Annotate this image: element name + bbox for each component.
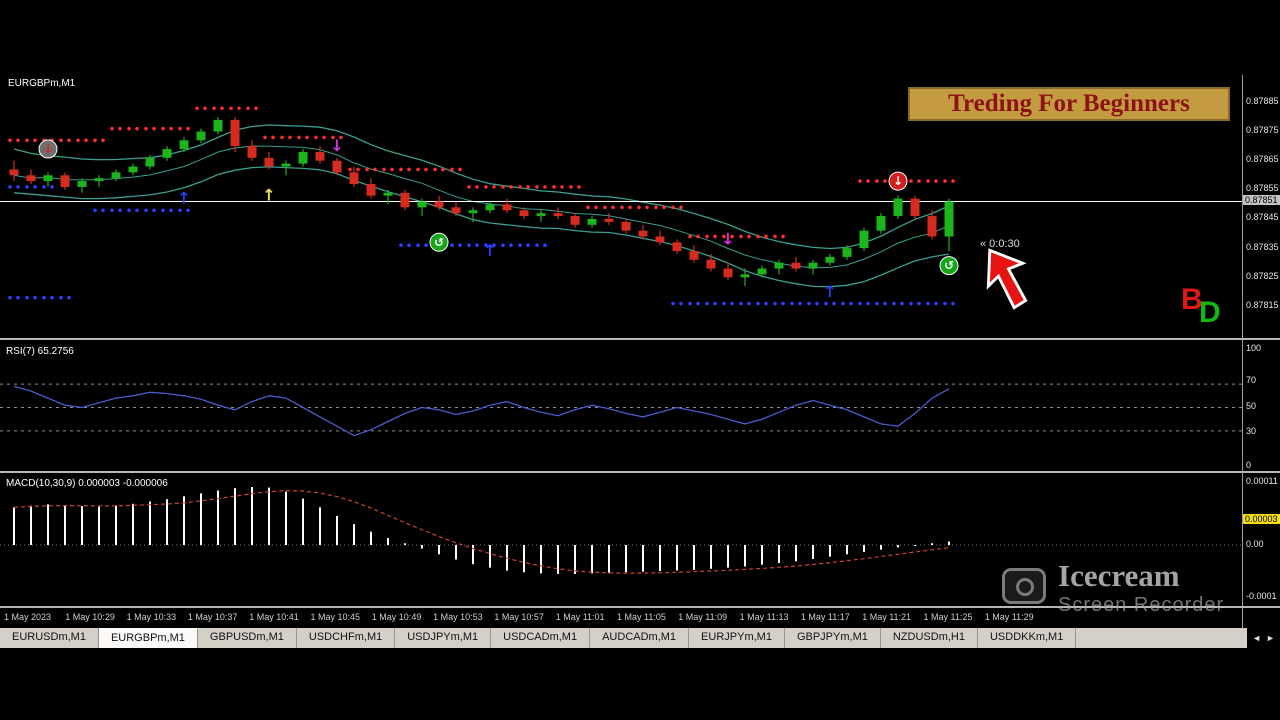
- letter-d-watermark: D: [1199, 296, 1221, 329]
- axis-label: 0.87865: [1246, 154, 1279, 164]
- macd-signal-line: [13, 489, 950, 574]
- icecream-logo-icon: [1002, 568, 1046, 604]
- axis-value-tag: 0.87851: [1243, 195, 1280, 205]
- camera-lens-icon: [1016, 578, 1034, 596]
- time-axis[interactable]: 1 May 2023 1 May 10:29 1 May 10:33 1 May 10…: [0, 608, 1242, 628]
- axis-label: -0.0001: [1246, 591, 1277, 601]
- axis-label: 0.87875: [1246, 125, 1279, 135]
- channel-banner: Treding For Beginners: [908, 87, 1230, 121]
- tab-eurusdm-m1[interactable]: EURUSDm,M1: [0, 628, 99, 648]
- axis-label: 0.87855: [1246, 183, 1279, 193]
- chart-symbol-label: EURGBPm,M1: [8, 78, 76, 89]
- up-arrow-signal-icon: ↑: [262, 186, 275, 205]
- tab-usddkkm-m1[interactable]: USDDKKm,M1: [978, 628, 1077, 648]
- time-label: 1 May 10:45: [310, 612, 361, 622]
- axis-label: 50: [1246, 401, 1257, 411]
- svg-text:↺: ↺: [944, 259, 954, 273]
- axis-label: 30: [1246, 426, 1257, 436]
- axis-label: 0.00011: [1246, 476, 1278, 486]
- circle-signal-icon: ↓: [888, 171, 908, 191]
- time-label: 1 May 11:21: [862, 612, 912, 622]
- tab-eurgbpm-m1[interactable]: EURGBPm,M1: [98, 628, 198, 648]
- tab-nzdusdm-h1[interactable]: NZDUSDm,H1: [881, 628, 978, 648]
- time-label: 1 May 11:05: [617, 612, 666, 622]
- tab-gbpusdm-m1[interactable]: GBPUSDm,M1: [198, 628, 297, 648]
- candle-countdown-timer: « 0:0:30: [980, 238, 1020, 250]
- time-label: 1 May 11:29: [984, 612, 1034, 622]
- time-label: 1 May 10:41: [249, 612, 299, 622]
- down-arrow-signal-icon: ↓: [721, 229, 734, 248]
- time-label: 1 May 10:37: [187, 612, 238, 622]
- time-label: 1 May 2023: [4, 612, 52, 622]
- macd-indicator-label: MACD(10,30,9) 0.000003 -0.000006: [6, 478, 168, 489]
- candlesticks: [9, 116, 954, 287]
- time-label: 1 May 10:33: [126, 612, 177, 622]
- time-label: 1 May 10:29: [65, 612, 115, 622]
- circle-signal-icon: ↺: [429, 232, 449, 252]
- up-arrow-signal-icon: ↑: [483, 241, 496, 260]
- axis-label: 0.87845: [1246, 212, 1279, 222]
- red-cursor-arrow: [986, 248, 1028, 310]
- time-label: 1 May 10:53: [433, 612, 483, 622]
- circle-signal-icon: ↓: [38, 139, 58, 159]
- axis-label: 70: [1246, 375, 1257, 385]
- time-label: 1 May 10:49: [371, 612, 422, 622]
- signal-dots: [8, 106, 955, 306]
- time-label: 1 May 11:09: [678, 612, 728, 622]
- svg-text:↺: ↺: [434, 235, 444, 249]
- circle-signal-icon: ↺: [939, 256, 959, 276]
- time-label: 1 May 11:25: [923, 612, 973, 622]
- time-label: 1 May 11:01: [555, 612, 605, 622]
- rsi-line: [13, 385, 950, 437]
- tab-usdcadm-m1[interactable]: USDCADm,M1: [491, 628, 591, 648]
- screen-recorder-watermark: Icecream Screen Recorder: [1002, 560, 1224, 617]
- tab-usdchfm-m1[interactable]: USDCHFm,M1: [297, 628, 396, 648]
- panel-separator[interactable]: [0, 338, 1280, 340]
- axis-label: 100: [1246, 343, 1262, 353]
- axis-label: 0: [1246, 460, 1252, 470]
- tab-bar: EURUSDm,M1 EURGBPm,M1 GBPUSDm,M1 USDCHFm,M1…: [0, 628, 1247, 648]
- bollinger-lower-line: [13, 166, 950, 288]
- letter-b-watermark: B: [1181, 283, 1203, 316]
- tab-eurjpym-m1[interactable]: EURJPYm,M1: [689, 628, 785, 648]
- time-label: 1 May 10:57: [494, 612, 544, 622]
- panel-separator[interactable]: [0, 606, 1280, 608]
- price-axis[interactable]: 0.87885 0.87875 0.87865 0.87855 0.87845 0.878…: [1242, 75, 1280, 628]
- tab-usdjpym-m1[interactable]: USDJPYm,M1: [395, 628, 492, 648]
- svg-text:↓: ↓: [893, 174, 903, 188]
- macd-histogram: [13, 487, 950, 574]
- bollinger-upper-line: [13, 124, 950, 250]
- up-arrow-signal-icon: ↑: [823, 282, 836, 301]
- time-label: 1 May 11:17: [800, 612, 850, 622]
- macd-panel-canvas[interactable]: [0, 474, 1242, 606]
- axis-label: 0.87815: [1246, 300, 1279, 310]
- watermark-title: Icecream: [1058, 558, 1180, 593]
- tab-scroll-left-button[interactable]: ◄: [1252, 633, 1261, 643]
- axis-label: 0.87825: [1246, 271, 1279, 281]
- bollinger-bands: [13, 124, 950, 288]
- watermark-subtitle: Screen Recorder: [1058, 594, 1225, 616]
- up-arrow-signal-icon: ↑: [177, 189, 190, 208]
- rsi-panel-canvas[interactable]: [0, 341, 1242, 471]
- time-label: 1 May 11:13: [739, 612, 789, 622]
- axis-label: 0.87885: [1246, 96, 1279, 106]
- tab-audcadm-m1[interactable]: AUDCADm,M1: [590, 628, 690, 648]
- svg-text:↓: ↓: [43, 142, 53, 156]
- axis-label: 0.87835: [1246, 242, 1279, 252]
- tab-scroll-arrows: ◄ ►: [1247, 628, 1280, 648]
- panel-separator[interactable]: [0, 471, 1280, 473]
- axis-value-tag: 0.00003: [1243, 514, 1280, 524]
- tab-gbpjpym-m1[interactable]: GBPJPYm,M1: [785, 628, 881, 648]
- pointer-arrow-annotation: [986, 248, 1028, 310]
- signal-arrows: ↑ ↑ ↓ ↑ ↓ ↑: [177, 136, 836, 301]
- tab-scroll-right-button[interactable]: ►: [1266, 633, 1275, 643]
- rsi-indicator-label: RSI(7) 65.2756: [6, 346, 74, 357]
- down-arrow-signal-icon: ↓: [330, 136, 343, 155]
- main-chart-canvas[interactable]: ↑ ↑ ↓ ↑ ↓ ↑ ↓ ↺ ↓ ↺: [0, 45, 1242, 338]
- axis-label: 0.00: [1246, 539, 1264, 549]
